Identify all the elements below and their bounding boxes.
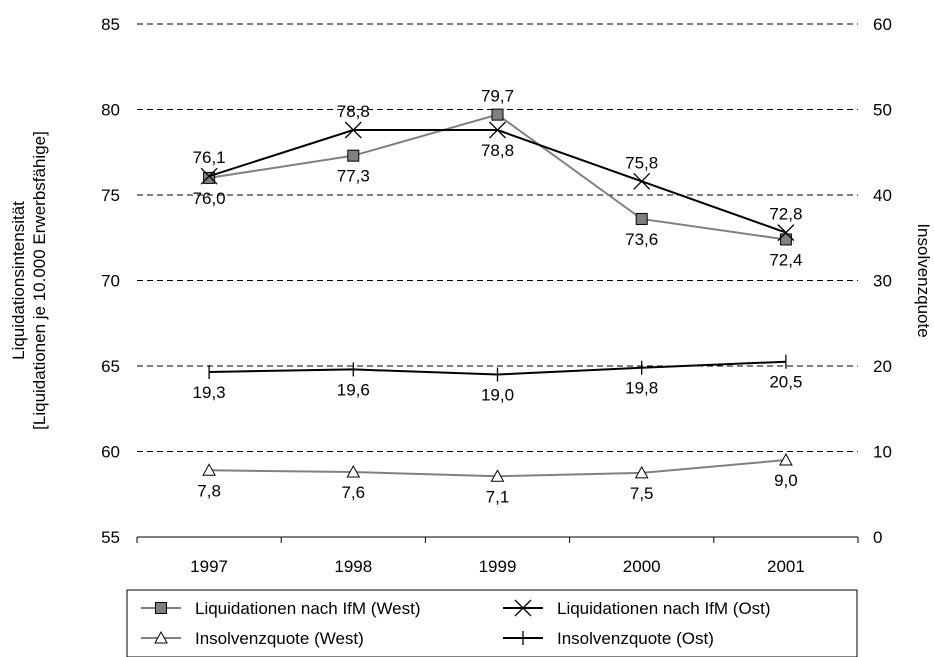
x-tick-label: 2000 [623, 557, 661, 576]
data-label: 76,0 [193, 189, 226, 208]
data-label: 20,5 [769, 373, 802, 392]
left-tick-label: 75 [101, 186, 120, 205]
marker-x [200, 167, 218, 185]
marker-square [203, 171, 216, 184]
legend-item-2: Liquidationen nach IfM (Ost) [503, 599, 771, 618]
right-tick-label: 40 [873, 186, 892, 205]
marker-square [491, 108, 504, 121]
marker-square [155, 602, 167, 614]
data-label: 73,6 [625, 230, 658, 249]
marker-x [777, 224, 795, 242]
data-label: 7,6 [341, 483, 365, 502]
data-label: 72,4 [769, 250, 802, 269]
left-tick-label: 55 [101, 528, 120, 547]
marker-square [635, 212, 648, 225]
left-tick-label: 70 [101, 272, 120, 291]
data-labels: 76,0 77,3 79,7 73,6 72,4 76,1 78,8 78,8 75,8 72,8… [193, 87, 803, 507]
data-label: 19,3 [193, 383, 226, 402]
y-axis-title-left: Liquidationsintensität [9, 201, 28, 360]
marker-square [347, 149, 360, 162]
marker-x [489, 121, 506, 139]
marker-x [344, 121, 362, 139]
legend-label: Liquidationen nach IfM (Ost) [557, 599, 771, 618]
marker-x [633, 172, 651, 190]
left-tick-label: 85 [101, 15, 120, 34]
legend: Liquidationen nach IfM (West) Liquidation… [126, 589, 858, 657]
y-axis-title-right: Insolvenzquote [914, 223, 933, 337]
data-label: 79,7 [481, 87, 514, 106]
data-label: 76,1 [193, 148, 226, 167]
left-tick-label: 65 [101, 357, 120, 376]
series-2 [200, 121, 795, 242]
data-label: 75,8 [625, 153, 658, 172]
right-tick-label: 60 [873, 15, 892, 34]
series-3 [202, 453, 793, 482]
x-tick-label: 1998 [334, 557, 372, 576]
marker-triangle [202, 463, 216, 476]
marker-triangle [490, 469, 505, 482]
right-tick-label: 20 [873, 357, 892, 376]
y-axis-title-left-sub: [Liquidationen je 10.000 Erwerbsfähige] [30, 131, 49, 430]
series-1 [203, 108, 792, 246]
marker-triangle [154, 630, 168, 644]
series-layer [200, 108, 795, 482]
marker-triangle [634, 465, 649, 479]
data-label: 19,6 [337, 380, 370, 399]
marker-triangle [346, 464, 361, 478]
right-tick-label: 30 [873, 272, 892, 291]
legend-item-4: Insolvenzquote (Ost) [503, 629, 714, 648]
marker-x [514, 599, 532, 617]
data-label: 78,8 [481, 141, 514, 160]
legend-item-1: Liquidationen nach IfM (West) [141, 599, 421, 618]
data-label: 7,5 [630, 484, 654, 503]
legend-label: Liquidationen nach IfM (West) [195, 599, 421, 618]
legend-label: Insolvenzquote (Ost) [557, 629, 714, 648]
marker-square [779, 233, 792, 246]
data-label: 7,8 [197, 481, 221, 500]
x-tick-label: 1997 [190, 557, 228, 576]
series-line [208, 113, 787, 241]
marker-triangle [779, 453, 793, 466]
legend-label: Insolvenzquote (West) [195, 629, 364, 648]
legend-item-3: Insolvenzquote (West) [141, 629, 364, 648]
data-label: 19,8 [625, 379, 658, 398]
data-label: 9,0 [774, 471, 798, 490]
data-label: 72,8 [769, 205, 802, 224]
series-4 [208, 354, 787, 382]
data-label: 78,8 [337, 102, 370, 121]
left-tick-label: 60 [101, 443, 120, 462]
legend-box [126, 589, 858, 657]
right-tick-label: 50 [873, 101, 892, 120]
x-tick-label: 2001 [767, 557, 805, 576]
x-tick-label: 1999 [479, 557, 517, 576]
data-label: 77,3 [337, 167, 370, 186]
data-label: 19,0 [481, 386, 514, 405]
axes: 55 0 60 10 65 20 70 30 75 40 80 50 85 60 1997 1998 1999 2… [9, 15, 933, 576]
data-label: 7,1 [486, 487, 510, 506]
right-tick-label: 10 [873, 443, 892, 462]
left-tick-label: 80 [101, 101, 120, 120]
right-tick-label: 0 [873, 528, 882, 547]
